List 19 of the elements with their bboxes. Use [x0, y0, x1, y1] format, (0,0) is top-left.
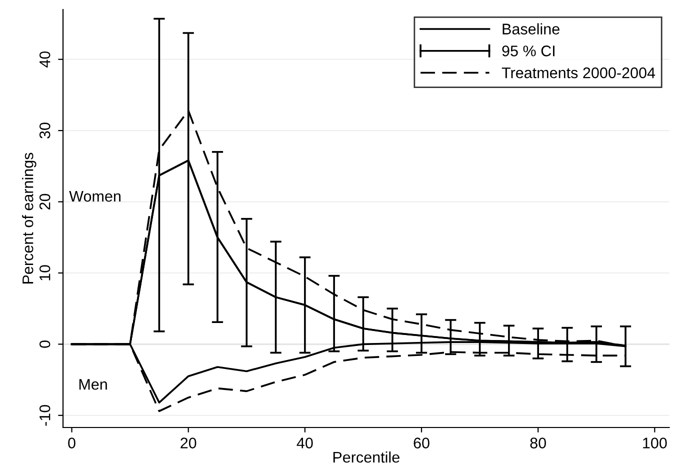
- y-tick-label: 30: [39, 122, 50, 138]
- y-tick-label: 0: [39, 340, 50, 348]
- x-tick-label: 40: [296, 438, 313, 448]
- y-tick-label: -10: [39, 404, 50, 426]
- y-axis-title: Percent of earnings: [22, 152, 36, 284]
- x-tick-label: 100: [643, 438, 667, 448]
- x-tick-label: 80: [530, 438, 546, 448]
- y-tick-label: 20: [39, 194, 50, 210]
- annotation: Men: [79, 379, 107, 390]
- y-tick-label: 10: [39, 265, 50, 280]
- x-tick-label: 60: [414, 438, 430, 448]
- legend-label: Baseline: [502, 23, 560, 34]
- x-tick-label: 20: [180, 438, 196, 448]
- x-axis-title: Percentile: [333, 451, 400, 463]
- x-tick-label: 0: [68, 438, 76, 448]
- legend-label: Treatments 2000-2004: [502, 67, 656, 78]
- annotation: Women: [69, 191, 120, 202]
- legend-label: 95 % CI: [502, 46, 554, 56]
- y-tick-label: 40: [39, 51, 50, 68]
